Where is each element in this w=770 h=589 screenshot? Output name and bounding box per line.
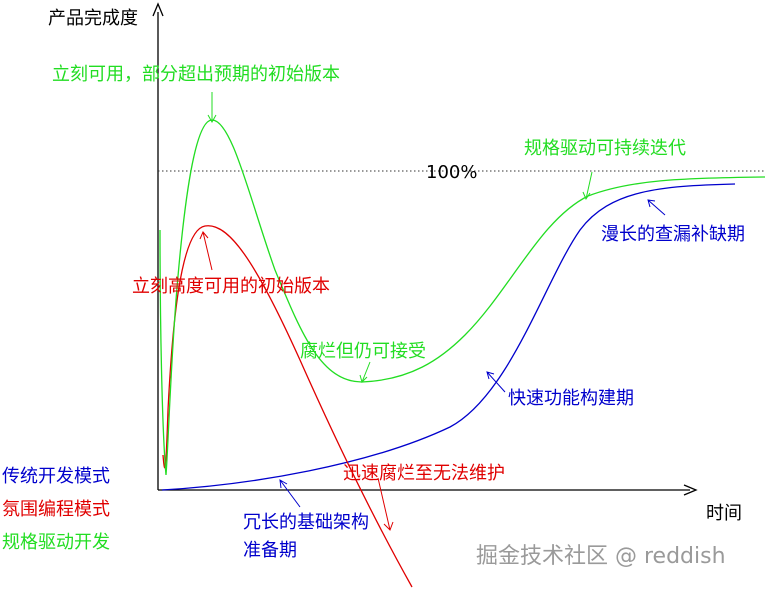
y-axis-label: 产品完成度 (48, 8, 138, 29)
vibe-curve (162, 225, 413, 588)
green-peak-arrow (207, 92, 217, 124)
traditional-curve (161, 183, 736, 491)
annotation-blue-mid: 快速功能构建期 (508, 388, 634, 409)
annotation-green-dip: 腐烂但仍可接受 (300, 341, 426, 362)
watermark: 掘金技术社区 @ reddish (476, 544, 726, 569)
annotation-red-decay: 迅速腐烂至无法维护 (343, 463, 505, 484)
blue-mid-arrow (486, 371, 506, 393)
x-axis-label: 时间 (706, 503, 742, 524)
red-peak-arrow (199, 231, 213, 271)
legend-traditional: 传统开发模式 (2, 466, 110, 487)
legend-vibe: 氛围编程模式 (2, 499, 110, 520)
annotation-red-peak: 立刻高度可用的初始版本 (132, 276, 330, 297)
legend: 传统开发模式 氛围编程模式 规格驱动开发 (2, 466, 110, 553)
annotation-blue-late: 漫长的查漏补缺期 (601, 224, 745, 245)
spec-curve (159, 119, 766, 476)
annotation-green-late: 规格驱动可持续迭代 (524, 138, 686, 159)
blue-early-arrow (279, 479, 301, 508)
blue-late-arrow (647, 199, 666, 216)
x-axis-arrowhead (683, 484, 698, 496)
legend-spec: 规格驱动开发 (2, 532, 110, 553)
annotation-blue-early-line2: 准备期 (243, 540, 297, 561)
annotation-blue-early-line1: 冗长的基础架构 (243, 512, 369, 533)
red-decay-arrow (377, 477, 394, 531)
y-axis-arrowhead (152, 2, 164, 17)
annotation-green-peak: 立刻可用，部分超出预期的初始版本 (52, 64, 340, 85)
reference-label: 100% (426, 162, 477, 183)
green-late-arrow (582, 171, 593, 201)
green-dip-arrow (359, 361, 371, 383)
